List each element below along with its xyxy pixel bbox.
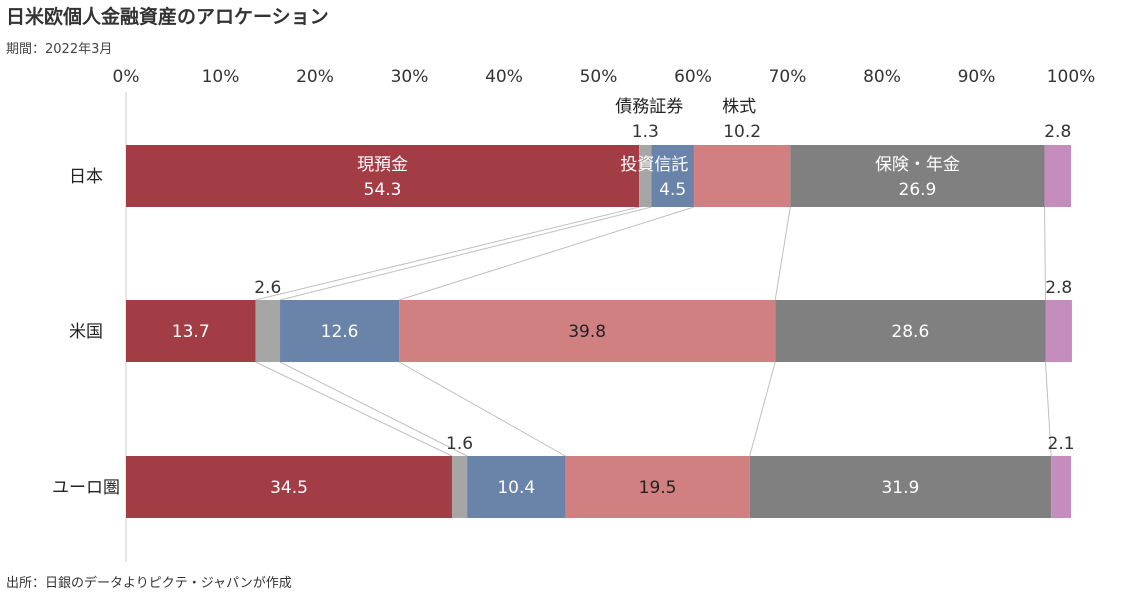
- bar-segment: [651, 145, 694, 207]
- bar-segment: [790, 145, 1045, 207]
- category-label: 米国: [69, 322, 103, 342]
- data-label: 1.6: [446, 434, 473, 454]
- data-label: 2.6: [254, 278, 281, 298]
- connector-line: [1044, 361, 1052, 457]
- data-label: 31.9: [881, 478, 919, 498]
- chart-source: 出所：日銀のデータよりピクテ・ジャパンが作成: [6, 576, 292, 591]
- data-label: 10.2: [723, 122, 761, 142]
- data-label: 19.5: [639, 478, 677, 498]
- x-tick-label: 50%: [580, 67, 618, 87]
- data-label: 2.8: [1044, 122, 1071, 142]
- data-label: 28.6: [891, 322, 929, 342]
- bar-segment: [1044, 145, 1071, 207]
- x-tick-label: 60%: [674, 67, 712, 87]
- data-label: 13.7: [172, 322, 210, 342]
- data-label: 4.5: [659, 180, 686, 200]
- connector-line: [749, 361, 776, 457]
- data-label: 2.1: [1048, 434, 1075, 454]
- bar-segment: [452, 456, 468, 518]
- x-tick-label: 0%: [113, 67, 140, 87]
- series-label: 投資信託: [620, 155, 688, 175]
- bar-segment: [749, 456, 1052, 518]
- series-label: 保険・年金: [875, 155, 960, 175]
- x-tick-label: 20%: [296, 67, 334, 87]
- series-label: 株式: [722, 97, 756, 117]
- data-label: 54.3: [364, 180, 402, 200]
- bar-segment: [1045, 300, 1072, 362]
- data-label: 39.8: [568, 322, 606, 342]
- data-label: 34.5: [270, 478, 308, 498]
- bar-segment: [399, 300, 776, 362]
- bar-segment: [565, 456, 750, 518]
- connector-line: [255, 361, 453, 457]
- bar-segment: [467, 456, 566, 518]
- series-label: 現預金: [357, 155, 408, 175]
- x-tick-label: 40%: [485, 67, 523, 87]
- connector-line: [255, 206, 640, 301]
- x-tick-label: 100%: [1047, 67, 1096, 87]
- category-label: ユーロ圏: [52, 478, 120, 498]
- connector-line: [398, 361, 566, 457]
- x-tick-label: 90%: [958, 67, 996, 87]
- connector-line: [279, 206, 652, 301]
- connector-line: [398, 206, 695, 301]
- x-tick-label: 30%: [391, 67, 429, 87]
- bar-segment: [775, 300, 1046, 362]
- x-tick-label: 80%: [863, 67, 901, 87]
- connector-line: [279, 361, 468, 457]
- bar-segment: [126, 145, 640, 207]
- data-label: 10.4: [497, 478, 535, 498]
- bar-segment: [126, 300, 256, 362]
- series-label: 債務証券: [615, 97, 683, 117]
- x-tick-label: 10%: [202, 67, 240, 87]
- bar-segment: [693, 145, 791, 207]
- bar-segment: [126, 456, 453, 518]
- chart-title: 日米欧個人金融資産のアロケーション: [6, 6, 329, 28]
- bar-segment: [280, 300, 400, 362]
- data-label: 2.8: [1045, 278, 1072, 298]
- bar-segment: [639, 145, 652, 207]
- data-label: 26.9: [899, 180, 937, 200]
- bar-segment: [1051, 456, 1071, 518]
- bar-segment: [255, 300, 281, 362]
- category-label: 日本: [69, 167, 103, 187]
- connector-line: [774, 206, 791, 301]
- data-label: 12.6: [321, 322, 359, 342]
- data-label: 1.3: [632, 122, 659, 142]
- x-tick-label: 70%: [769, 67, 807, 87]
- chart-period: 期間：2022年3月: [6, 42, 113, 57]
- connector-line: [1044, 206, 1046, 301]
